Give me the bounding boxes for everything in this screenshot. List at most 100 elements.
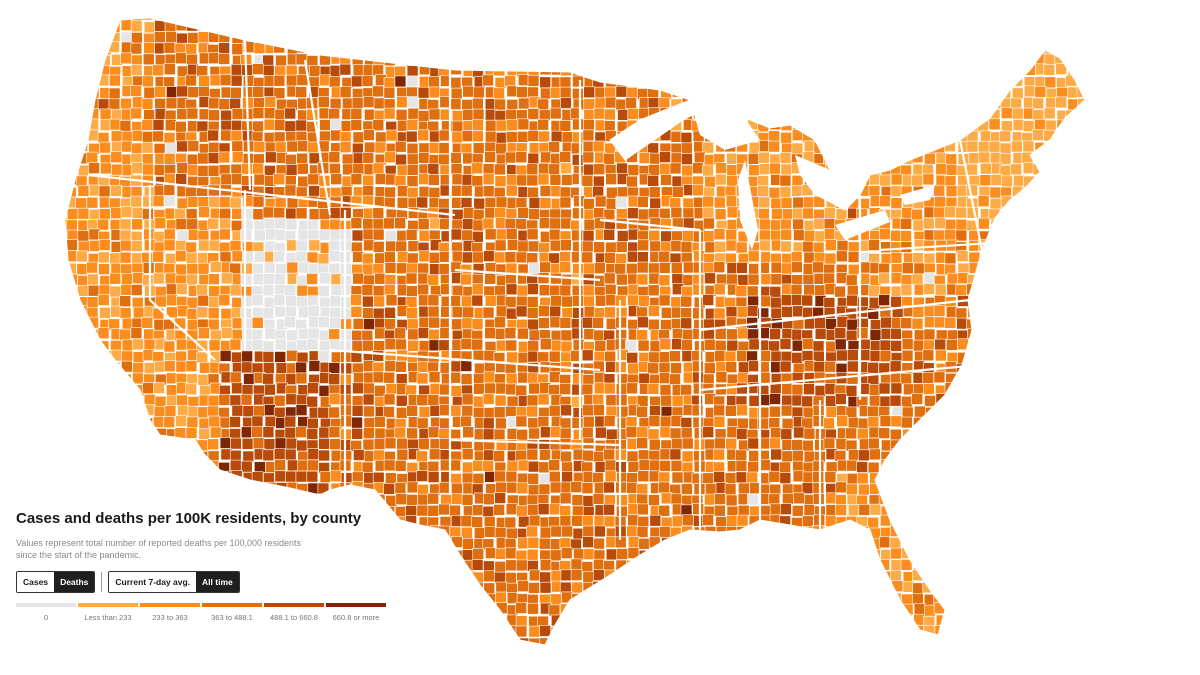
county-cell[interactable] xyxy=(450,515,463,527)
county-cell[interactable] xyxy=(825,504,838,516)
county-cell[interactable] xyxy=(847,64,860,76)
county-cell[interactable] xyxy=(924,451,937,463)
county-cell[interactable] xyxy=(1088,361,1099,372)
county-cell[interactable] xyxy=(869,350,882,362)
county-cell[interactable] xyxy=(417,129,430,142)
county-cell[interactable] xyxy=(980,250,992,262)
county-cell[interactable] xyxy=(759,538,772,550)
county-cell[interactable] xyxy=(87,329,99,341)
county-cell[interactable] xyxy=(583,86,596,99)
county-cell[interactable] xyxy=(1012,450,1024,463)
county-cell[interactable] xyxy=(66,11,79,22)
county-cell[interactable] xyxy=(1022,569,1035,582)
county-cell[interactable] xyxy=(913,142,926,155)
county-cell[interactable] xyxy=(791,328,804,341)
county-cell[interactable] xyxy=(726,97,739,110)
county-cell[interactable] xyxy=(703,20,715,33)
county-cell[interactable] xyxy=(660,492,673,505)
county-cell[interactable] xyxy=(86,65,99,77)
county-cell[interactable] xyxy=(791,384,804,396)
county-cell[interactable] xyxy=(340,328,353,341)
county-cell[interactable] xyxy=(251,22,264,34)
county-cell[interactable] xyxy=(187,396,200,408)
county-cell[interactable] xyxy=(737,66,750,78)
county-cell[interactable] xyxy=(526,296,539,308)
county-cell[interactable] xyxy=(757,11,770,23)
county-cell[interactable] xyxy=(56,9,67,21)
county-cell[interactable] xyxy=(1045,560,1057,573)
county-cell[interactable] xyxy=(262,351,275,363)
county-cell[interactable] xyxy=(911,393,924,405)
county-cell[interactable] xyxy=(429,569,442,582)
county-cell[interactable] xyxy=(658,274,671,287)
county-cell[interactable] xyxy=(759,229,771,242)
county-cell[interactable] xyxy=(836,240,849,252)
county-cell[interactable] xyxy=(549,371,561,383)
county-cell[interactable] xyxy=(416,450,428,463)
county-cell[interactable] xyxy=(847,251,860,263)
county-cell[interactable] xyxy=(417,537,430,550)
county-cell[interactable] xyxy=(540,151,552,164)
county-cell[interactable] xyxy=(967,417,980,430)
county-cell[interactable] xyxy=(714,241,727,253)
county-cell[interactable] xyxy=(394,482,407,495)
county-cell[interactable] xyxy=(1023,316,1036,329)
county-cell[interactable] xyxy=(627,294,639,307)
county-cell[interactable] xyxy=(759,21,772,33)
county-cell[interactable] xyxy=(1043,53,1056,66)
county-cell[interactable] xyxy=(153,382,165,394)
county-cell[interactable] xyxy=(186,107,199,120)
county-cell[interactable] xyxy=(329,218,341,231)
county-cell[interactable] xyxy=(616,570,629,582)
county-cell[interactable] xyxy=(835,272,848,284)
county-cell[interactable] xyxy=(352,163,365,175)
county-cell[interactable] xyxy=(900,274,913,286)
county-cell[interactable] xyxy=(658,569,671,581)
county-cell[interactable] xyxy=(55,427,67,440)
county-cell[interactable] xyxy=(218,42,230,55)
county-cell[interactable] xyxy=(724,483,737,496)
county-cell[interactable] xyxy=(670,131,683,143)
county-cell[interactable] xyxy=(835,537,848,550)
county-cell[interactable] xyxy=(65,42,77,55)
county-cell[interactable] xyxy=(65,141,78,154)
county-cell[interactable] xyxy=(406,175,419,187)
county-cell[interactable] xyxy=(1054,250,1066,263)
county-cell[interactable] xyxy=(407,581,420,594)
county-cell[interactable] xyxy=(649,152,662,165)
county-cell[interactable] xyxy=(505,503,518,516)
county-cell[interactable] xyxy=(285,437,298,450)
county-cell[interactable] xyxy=(1001,360,1014,372)
county-cell[interactable] xyxy=(823,571,836,584)
county-cell[interactable] xyxy=(516,295,528,308)
county-cell[interactable] xyxy=(307,382,319,395)
county-cell[interactable] xyxy=(273,394,286,407)
county-cell[interactable] xyxy=(856,65,869,77)
county-cell[interactable] xyxy=(559,317,572,329)
county-cell[interactable] xyxy=(639,118,651,130)
county-cell[interactable] xyxy=(945,185,958,197)
county-cell[interactable] xyxy=(604,470,617,483)
county-cell[interactable] xyxy=(253,173,266,186)
county-cell[interactable] xyxy=(1065,338,1078,351)
county-cell[interactable] xyxy=(999,142,1012,155)
county-cell[interactable] xyxy=(493,450,505,462)
county-cell[interactable] xyxy=(526,163,539,175)
county-cell[interactable] xyxy=(990,350,1003,363)
county-cell[interactable] xyxy=(911,41,924,53)
county-cell[interactable] xyxy=(1054,404,1067,417)
county-cell[interactable] xyxy=(319,493,331,506)
county-cell[interactable] xyxy=(1056,163,1069,175)
county-cell[interactable] xyxy=(856,129,869,142)
county-cell[interactable] xyxy=(649,217,662,230)
county-cell[interactable] xyxy=(275,21,288,34)
county-cell[interactable] xyxy=(526,228,539,241)
county-cell[interactable] xyxy=(175,173,187,185)
county-cell[interactable] xyxy=(176,85,188,98)
county-cell[interactable] xyxy=(449,404,462,417)
county-cell[interactable] xyxy=(1034,547,1047,560)
county-cell[interactable] xyxy=(582,32,594,45)
county-cell[interactable] xyxy=(132,338,144,351)
county-cell[interactable] xyxy=(561,52,574,65)
county-cell[interactable] xyxy=(1043,64,1056,76)
